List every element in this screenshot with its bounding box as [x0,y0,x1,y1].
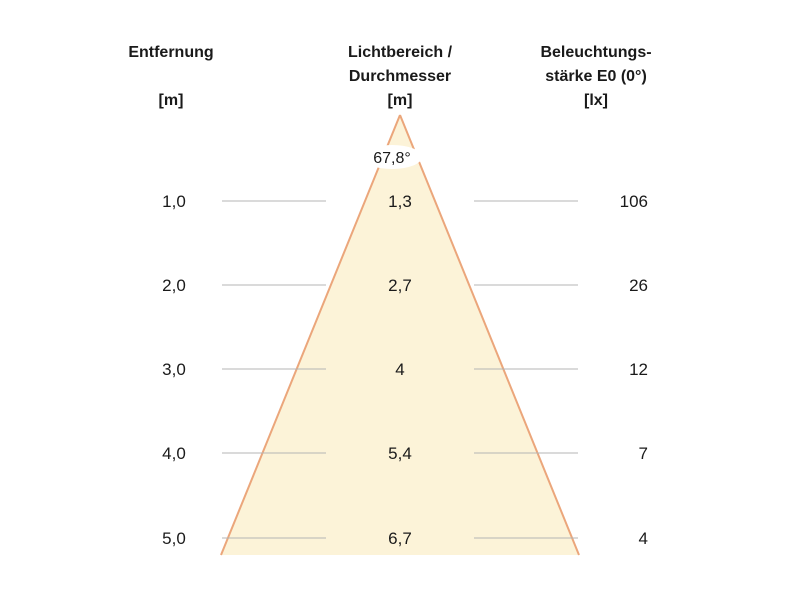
distance-value: 5,0 [162,529,186,548]
light-cone-right-edge [399,114,580,556]
table-row: 2,0 2,7 26 [162,276,648,295]
light-cone [221,115,579,555]
header-distance: Entfernung [m] [128,44,213,109]
diameter-value: 2,7 [388,276,412,295]
beam-angle-label: 67,8° [373,150,411,167]
light-cone-left-edge [220,114,401,556]
header-illuminance: Beleuchtungs- stärke E0 (0°) [lx] [540,44,651,109]
diameter-value: 1,3 [388,192,412,211]
header-distance-unit: [m] [159,92,184,109]
header-illuminance-title-1: Beleuchtungs- [540,44,651,61]
diameter-value: 5,4 [388,444,412,463]
illuminance-value: 12 [629,360,648,379]
distance-value: 1,0 [162,192,186,211]
table-row: 4,0 5,4 7 [162,444,648,463]
table-row: 3,0 4 12 [162,360,648,379]
table-row: 5,0 6,7 4 [162,529,648,548]
header-illuminance-unit: [lx] [584,92,608,109]
illuminance-value: 7 [639,444,648,463]
illuminance-value: 106 [620,192,648,211]
header-diameter-unit: [m] [388,92,413,109]
diameter-value: 4 [395,360,404,379]
table-row: 1,0 1,3 106 [162,192,648,211]
header-diameter-title-2: Durchmesser [349,68,451,85]
header-diameter: Lichtbereich / Durchmesser [m] [348,44,453,109]
illuminance-value: 4 [639,529,648,548]
diameter-value: 6,7 [388,529,412,548]
header-illuminance-title-2: stärke E0 (0°) [545,68,647,85]
distance-value: 3,0 [162,360,186,379]
beam-angle-label-bg [362,145,422,169]
illuminance-value: 26 [629,276,648,295]
distance-value: 4,0 [162,444,186,463]
header-diameter-title-1: Lichtbereich / [348,44,453,61]
header-distance-title: Entfernung [128,44,213,61]
distance-value: 2,0 [162,276,186,295]
